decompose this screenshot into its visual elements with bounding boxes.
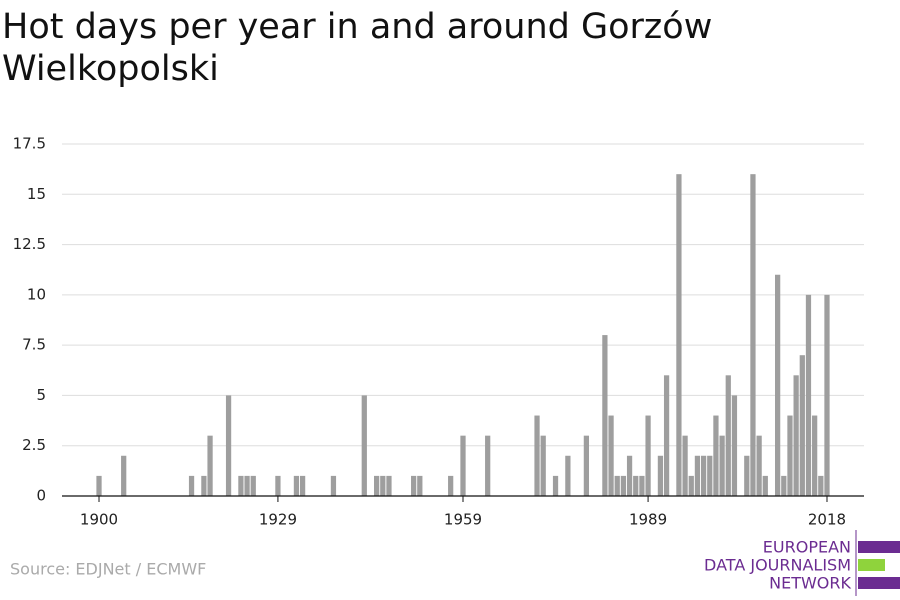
bar	[602, 335, 608, 496]
bar	[485, 435, 491, 496]
y-tick-label: 17.5	[13, 135, 46, 153]
bar	[244, 475, 250, 496]
bar	[275, 475, 281, 496]
bar	[96, 475, 102, 496]
bar	[731, 395, 738, 496]
bar	[330, 475, 337, 496]
logo-text: DATA JOURNALISM	[704, 556, 851, 575]
bar	[238, 475, 244, 496]
chart-title: Hot days per year in and around Gorzów W…	[2, 7, 713, 89]
source: Source: EDJNet / ECMWF	[10, 560, 206, 579]
bar	[207, 435, 213, 496]
y-tick-label: 7.5	[22, 336, 46, 354]
logo-text: NETWORK	[769, 574, 851, 593]
bar	[534, 415, 540, 496]
bar	[657, 455, 664, 496]
bar	[799, 355, 805, 496]
bar	[620, 475, 627, 496]
bar	[293, 475, 300, 496]
bar	[460, 435, 466, 496]
logo-text: EUROPEAN	[763, 538, 851, 557]
bar	[744, 455, 750, 496]
y-tick-label: 12.5	[13, 235, 46, 253]
y-tick-label: 5	[36, 386, 46, 404]
bar	[540, 435, 546, 496]
bar	[448, 475, 454, 496]
bar	[793, 375, 799, 496]
bar	[417, 475, 423, 496]
bar	[380, 475, 386, 496]
bar	[386, 475, 392, 496]
x-tick-label: 1929	[259, 511, 297, 529]
bar	[781, 475, 787, 496]
bar	[299, 475, 306, 496]
x-tick-label: 1959	[444, 511, 482, 529]
y-tick-label: 10	[27, 285, 46, 303]
y-tick-label: 0	[36, 487, 46, 505]
bar	[188, 475, 195, 496]
bar	[775, 274, 781, 496]
bar	[626, 455, 633, 496]
bar	[250, 475, 256, 496]
bar	[824, 294, 830, 496]
bar	[608, 415, 614, 496]
logo-bar	[858, 541, 900, 553]
bar	[225, 395, 232, 496]
bar	[361, 395, 367, 496]
x-tick-label: 1989	[629, 511, 667, 529]
bar	[552, 475, 559, 496]
bar	[787, 415, 793, 496]
bar	[694, 455, 701, 496]
y-tick-label: 2.5	[22, 436, 46, 454]
bar	[762, 475, 768, 496]
bar	[756, 435, 762, 496]
bar	[565, 455, 571, 496]
x-tick-label: 1900	[80, 511, 118, 529]
bar	[645, 415, 651, 496]
bar	[663, 375, 670, 496]
bar	[201, 475, 207, 496]
bar	[805, 294, 812, 496]
y-tick-label: 15	[27, 185, 46, 203]
bar	[700, 455, 707, 496]
bar	[633, 475, 639, 496]
logo-bar	[858, 559, 885, 571]
bar	[639, 475, 645, 496]
logo: EUROPEAN DATA JOURNALISM NETWORK	[704, 530, 900, 596]
bar	[719, 435, 725, 496]
bar	[707, 455, 713, 496]
bar	[614, 475, 620, 496]
bar	[121, 455, 127, 496]
bar	[676, 174, 682, 496]
bar	[411, 475, 417, 496]
bar	[713, 415, 719, 496]
bar	[374, 475, 380, 496]
logo-bar	[858, 577, 900, 589]
bar	[688, 475, 694, 496]
bar	[812, 415, 818, 496]
x-tick-label: 2018	[808, 511, 846, 529]
bar	[725, 375, 731, 496]
bar	[682, 435, 688, 496]
bar	[750, 174, 756, 496]
bar	[583, 435, 590, 496]
bar	[818, 475, 824, 496]
